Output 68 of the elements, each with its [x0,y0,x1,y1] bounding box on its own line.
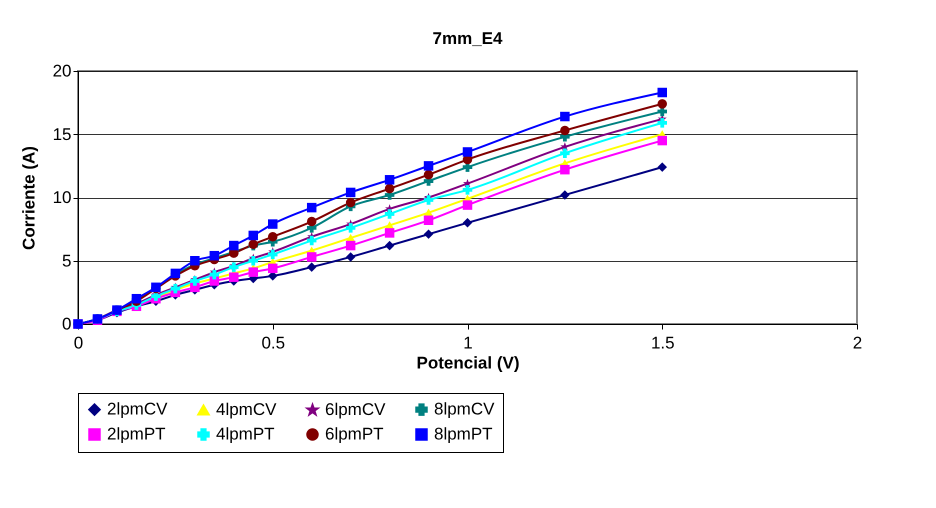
point [462,147,472,157]
point [658,88,667,98]
point [424,161,434,171]
point [560,112,570,122]
y-tick-label: 20 [52,62,72,80]
y-tick-label: 10 [52,188,72,207]
point [248,230,258,240]
x-tick-label: 2 [852,334,862,352]
point [268,219,278,229]
point [384,240,394,250]
point [248,256,258,266]
point [306,262,316,272]
point [346,240,356,250]
point [384,209,394,219]
point [384,184,394,194]
x-axis-title: Potencial (V) [416,354,520,372]
legend-label: 8lpmPT [434,424,493,444]
point [190,256,200,266]
point [658,118,667,128]
point [560,148,570,158]
point [306,252,316,262]
point [346,188,356,198]
point [424,195,434,205]
point [248,267,258,277]
point [658,162,667,172]
point [346,198,356,208]
point [306,236,316,246]
y-tick-label: 5 [62,251,72,270]
point [424,170,434,180]
point [462,200,472,210]
point [229,240,239,250]
point [424,216,434,226]
x-tick-label: 1.5 [650,334,675,352]
y-axis-title: Corriente (A) [20,146,39,250]
legend-label: 6lpmPT [325,424,384,444]
legend-label: 6lpmCV [325,400,386,420]
y-tick-label: 15 [52,124,72,144]
point [268,232,278,242]
x-tick-label: 1 [463,334,473,352]
point [560,164,570,174]
point [346,223,356,233]
point [384,228,394,238]
legend-label: 4lpmCV [216,400,278,419]
point [560,126,570,136]
point [268,250,278,260]
point [462,162,472,172]
x-tick-label: 0 [74,334,84,352]
point [229,272,239,282]
legend-label: 4lpmPT [216,424,275,444]
point [384,175,394,185]
point [424,229,434,239]
legend-label: 2lpmPT [107,424,166,444]
point [658,136,667,146]
point [462,185,472,195]
legend-label: 2lpmCV [107,400,168,419]
point [560,190,570,200]
point [268,264,278,274]
point [346,252,356,262]
point [210,270,220,280]
chart-title: 7mm_E4 [432,29,504,48]
y-tick-label: 0 [62,314,72,334]
point [306,202,316,212]
point [658,99,667,109]
point [210,250,220,260]
point [306,216,316,226]
point [462,218,472,228]
x-tick-label: 0.5 [261,334,286,352]
legend-label: 8lpmCV [434,400,496,419]
